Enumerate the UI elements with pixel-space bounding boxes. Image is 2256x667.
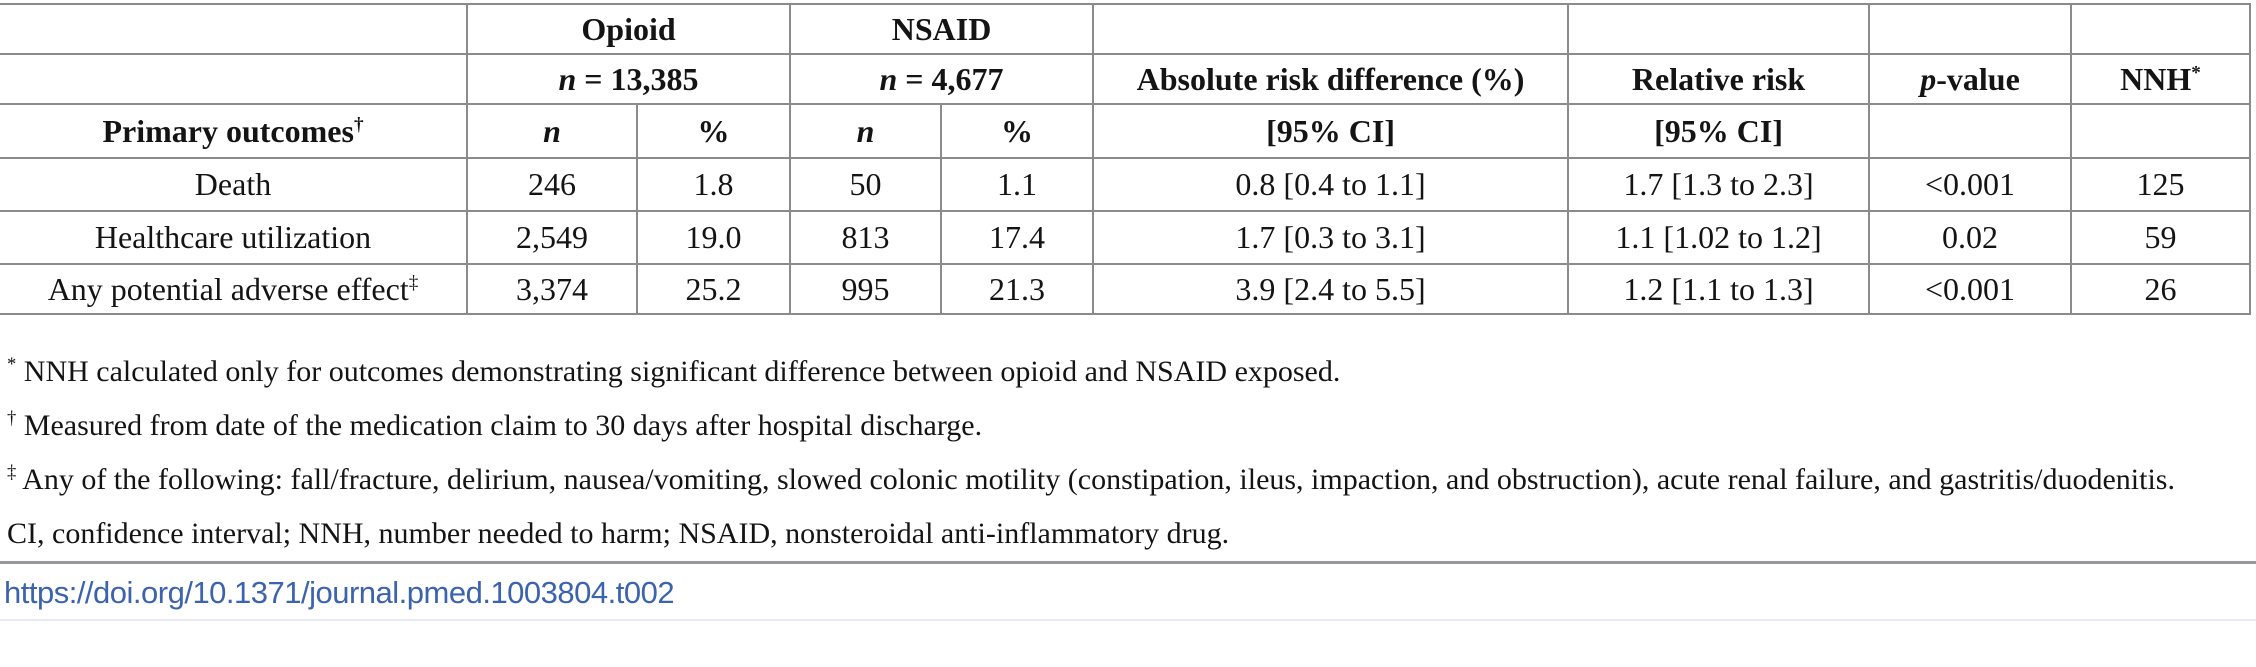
double-dagger-marker: ‡ — [7, 462, 17, 483]
cell-nsaid-pct: 1.1 — [940, 157, 1095, 212]
footnote-abbreviations: CI, confidence interval; NNH, number nee… — [7, 517, 1230, 550]
p-symbol: p — [1920, 60, 1937, 97]
opioid-sample-size: n = 13,385 — [465, 53, 792, 105]
footnote-measured: † Measured from date of the medication c… — [7, 408, 983, 442]
cell-nsaid-n: 50 — [789, 157, 943, 212]
doi-container: https://doi.org/10.1371/journal.pmed.100… — [0, 575, 2256, 611]
group-header-row: Opioid NSAID — [0, 3, 2252, 55]
empty-cell — [1567, 3, 1871, 55]
cell-ard: 1.7 [0.3 to 3.1] — [1092, 210, 1570, 265]
section-divider — [0, 561, 2256, 564]
header-relative-risk: Relative risk — [1567, 53, 1871, 105]
table-row-healthcare-utilization: Healthcare utilization 2,549 19.0 813 17… — [0, 210, 2252, 265]
header-opioid-n: n — [466, 103, 638, 159]
bottom-divider — [0, 619, 2256, 621]
outcome-label: Any potential adverse effect‡ — [0, 263, 468, 315]
empty-cell — [0, 53, 468, 105]
footnote-marker-asterisk: * — [2191, 61, 2201, 83]
header-ard-ci: [95% CI] — [1092, 103, 1570, 159]
cell-nsaid-pct: 17.4 — [940, 210, 1095, 265]
cell-rr: 1.2 [1.1 to 1.3] — [1567, 263, 1871, 315]
header-opioid-pct: % — [635, 103, 792, 159]
cell-nnh: 59 — [2070, 210, 2252, 265]
header-rr-ci: [95% CI] — [1567, 103, 1871, 159]
cell-p-value: <0.001 — [1868, 157, 2073, 212]
cell-opioid-pct: 19.0 — [635, 210, 792, 265]
empty-cell — [2070, 3, 2252, 55]
nsaid-sample-size: n = 4,677 — [789, 53, 1095, 105]
n-value: = 4,677 — [897, 60, 1004, 97]
n-value: = 13,385 — [576, 60, 699, 97]
cell-opioid-pct: 25.2 — [635, 263, 792, 315]
header-absolute-risk-difference: Absolute risk difference (%) — [1092, 53, 1570, 105]
outcome-label: Healthcare utilization — [0, 210, 468, 265]
cell-p-value: <0.001 — [1868, 263, 2073, 315]
cell-rr: 1.7 [1.3 to 2.3] — [1567, 157, 1871, 212]
sub-header-row: Primary outcomes† n % n % [95% CI] [95% … — [0, 103, 2252, 159]
cell-opioid-n: 3,374 — [466, 263, 638, 315]
header-p-value: p-value — [1868, 53, 2073, 105]
cell-nsaid-n: 995 — [789, 263, 943, 315]
footnote-marker-dagger: † — [353, 113, 364, 135]
group-header-nsaid: NSAID — [789, 3, 1095, 55]
empty-cell — [1868, 103, 2073, 159]
dagger-marker: † — [7, 408, 17, 429]
cell-p-value: 0.02 — [1868, 210, 2073, 265]
cell-nsaid-pct: 21.3 — [940, 263, 1095, 315]
empty-cell — [1868, 3, 2073, 55]
primary-outcomes-table: Opioid NSAID n = 13,385 n = 4,677 Absolu… — [0, 3, 2252, 315]
header-nnh: NNH* — [2070, 53, 2252, 105]
asterisk-marker: * — [7, 354, 17, 375]
count-header-row: n = 13,385 n = 4,677 Absolute risk diffe… — [0, 53, 2252, 105]
empty-cell — [2070, 103, 2252, 159]
footnote-nnh: * NNH calculated only for outcomes demon… — [7, 354, 1341, 388]
table-row-death: Death 246 1.8 50 1.1 0.8 [0.4 to 1.1] 1.… — [0, 157, 2252, 212]
doi-link[interactable]: https://doi.org/10.1371/journal.pmed.100… — [4, 575, 675, 610]
cell-opioid-n: 246 — [466, 157, 638, 212]
footnote-marker-double-dagger: ‡ — [408, 271, 419, 293]
table-row-adverse-effect: Any potential adverse effect‡ 3,374 25.2… — [0, 263, 2252, 315]
header-primary-outcomes: Primary outcomes† — [0, 103, 468, 159]
cell-ard: 3.9 [2.4 to 5.5] — [1092, 263, 1570, 315]
header-nsaid-n: n — [789, 103, 943, 159]
cell-ard: 0.8 [0.4 to 1.1] — [1092, 157, 1570, 212]
n-symbol: n — [879, 60, 898, 97]
cell-opioid-pct: 1.8 — [635, 157, 792, 212]
cell-nsaid-n: 813 — [789, 210, 943, 265]
table-footnotes: * NNH calculated only for outcomes demon… — [0, 345, 2256, 561]
cell-opioid-n: 2,549 — [466, 210, 638, 265]
header-nsaid-pct: % — [940, 103, 1095, 159]
empty-cell — [0, 3, 468, 55]
cell-nnh: 26 — [2070, 263, 2252, 315]
cell-nnh: 125 — [2070, 157, 2252, 212]
empty-cell — [1092, 3, 1570, 55]
group-header-opioid: Opioid — [465, 3, 792, 55]
n-symbol: n — [558, 60, 577, 97]
outcome-label: Death — [0, 157, 468, 212]
footnote-adverse-list: ‡ Any of the following: fall/fracture, d… — [7, 462, 2175, 496]
cell-rr: 1.1 [1.02 to 1.2] — [1567, 210, 1871, 265]
